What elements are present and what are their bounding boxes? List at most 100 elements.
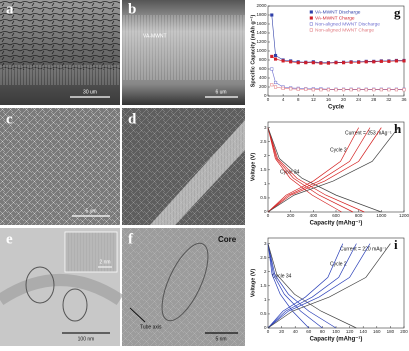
point [334, 88, 338, 92]
point [387, 59, 391, 63]
point [394, 59, 398, 63]
point [270, 13, 274, 17]
series-line [267, 243, 337, 329]
point [372, 60, 376, 64]
y-tick-label: 1.5 [260, 283, 267, 288]
point [311, 88, 315, 92]
legend-label: Non-aligned MWNT Discharge [315, 21, 380, 27]
x-axis-label: Cycle [328, 105, 345, 111]
x-tick-label: 16 [326, 97, 332, 102]
y-tick-label: 2.5 [260, 139, 267, 144]
y-tick-label: 1.5 [260, 167, 267, 172]
panel-a: a 30 um [0, 0, 120, 105]
point [326, 61, 330, 65]
annotation: Core [218, 235, 237, 244]
legend-marker [309, 10, 313, 14]
y-tick-label: 2 [264, 269, 267, 274]
y-tick-label: 0.5 [260, 195, 267, 200]
y-tick-label: 1800 [256, 12, 267, 17]
panel-d: d [122, 108, 245, 225]
series-line [267, 243, 357, 329]
legend-marker [309, 16, 313, 20]
y-tick-label: 3 [264, 241, 267, 246]
x-tick-label: 120 [346, 329, 354, 334]
point [326, 88, 330, 92]
scale-bar-label: 30 um [83, 89, 97, 95]
y-tick-label: 0 [264, 325, 267, 330]
panel-label: a [6, 1, 14, 17]
x-tick-label: 180 [387, 329, 395, 334]
panel-label: i [394, 237, 398, 252]
y-tick-label: 400 [259, 75, 267, 80]
x-tick-label: 24 [356, 97, 362, 102]
y-tick-label: 1200 [256, 39, 267, 44]
point [402, 59, 406, 63]
series-line [267, 127, 342, 213]
x-tick-label: 8 [297, 97, 300, 102]
point [304, 61, 308, 65]
point [319, 88, 323, 92]
annotation: Cycle 2 [330, 261, 347, 267]
annotation: Current = 253 mAg⁻¹ [345, 130, 392, 136]
point [274, 80, 278, 85]
annotation: Tube axis [140, 324, 162, 330]
y-tick-label: 2 [264, 153, 267, 158]
y-tick-label: 200 [259, 84, 267, 89]
panel-label: b [128, 1, 136, 17]
y-tick-label: 0 [264, 209, 267, 214]
point [349, 60, 353, 64]
x-tick-label: 160 [373, 329, 381, 334]
panel-b: b VA-MWNT 6 um [122, 0, 245, 105]
panel-f: f Core Tube axis 5 nm [122, 228, 245, 346]
legend-label: Non-aligned MWNT Charge [315, 27, 374, 33]
annotation: VA-MWNT [143, 33, 167, 39]
scale-bar-label: 100 nm [78, 336, 95, 342]
x-tick-label: 100 [332, 329, 340, 334]
point [319, 61, 323, 65]
point [274, 85, 278, 89]
point [296, 87, 300, 91]
series-line [267, 127, 371, 213]
x-axis-label: Capacity (mAhg⁻¹) [310, 336, 363, 343]
plot-frame [267, 5, 405, 97]
point [357, 60, 361, 64]
x-tick-label: 60 [306, 329, 312, 334]
x-tick-label: 1200 [399, 213, 409, 218]
point [311, 61, 315, 65]
point [334, 61, 338, 65]
y-tick-label: 2.5 [260, 255, 267, 260]
x-tick-label: 0 [267, 97, 270, 102]
point [342, 88, 346, 92]
x-tick-label: 600 [332, 213, 340, 218]
point [357, 88, 361, 92]
panel-label: c [6, 111, 13, 127]
legend-label: VA-MWNT Discharge [315, 9, 361, 15]
x-tick-label: 200 [400, 329, 408, 334]
panel-c: c 5 um [0, 108, 120, 225]
x-tick-label: 36 [401, 97, 407, 102]
series-line [267, 243, 344, 329]
panel-label: f [128, 231, 134, 247]
x-tick-label: 80 [320, 329, 326, 334]
point [364, 60, 368, 64]
x-tick-label: 32 [386, 97, 392, 102]
annotation: Cycle 34 [272, 273, 292, 279]
inset-scale-bar-label: 2 nm [99, 259, 110, 265]
x-axis-label: Capacity (mAhg⁻¹) [310, 220, 363, 227]
y-tick-label: 1 [264, 297, 267, 302]
series-line [267, 243, 371, 329]
panel-label: e [6, 231, 13, 247]
series-line [267, 127, 382, 213]
series-line [267, 127, 354, 213]
series-line [267, 243, 310, 329]
x-tick-label: 0 [267, 329, 270, 334]
x-tick-label: 12 [311, 97, 317, 102]
point [270, 83, 274, 87]
x-tick-label: 200 [287, 213, 295, 218]
x-tick-label: 400 [310, 213, 318, 218]
point [274, 57, 278, 61]
series-line [267, 127, 382, 213]
legend-marker [309, 28, 313, 32]
x-tick-label: 4 [282, 97, 285, 102]
